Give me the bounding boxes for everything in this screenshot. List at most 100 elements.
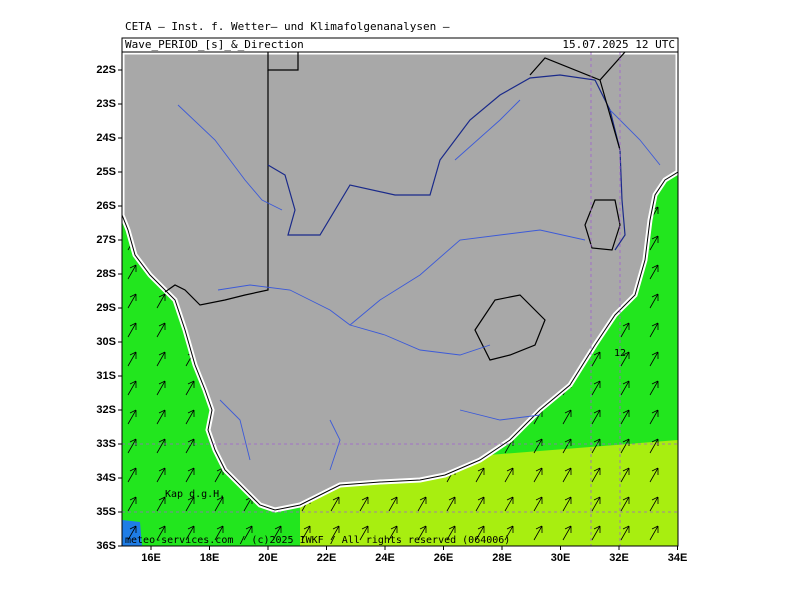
lon-label: 18E	[200, 552, 220, 564]
wave-arrow	[562, 467, 572, 483]
wave-arrow	[156, 409, 166, 425]
lat-label: 28S	[96, 268, 116, 280]
wave-arrow	[156, 467, 166, 483]
wave-arrow	[127, 496, 137, 512]
wave-arrow	[127, 409, 137, 425]
wave-arrow	[359, 496, 369, 512]
lat-label: 36S	[96, 540, 116, 552]
wave-arrow	[620, 380, 630, 396]
wave-arrow	[388, 525, 398, 541]
wave-arrow	[127, 351, 137, 367]
border	[267, 52, 299, 71]
wave-arrow	[649, 322, 659, 338]
wave-arrow	[127, 322, 137, 338]
wave-arrow	[272, 525, 282, 541]
wave-arrow	[185, 467, 195, 483]
wave-arrow	[533, 438, 543, 454]
wave-arrow	[127, 293, 137, 309]
wave-arrow	[591, 380, 601, 396]
wave-arrow	[156, 496, 166, 512]
wave-arrow	[214, 525, 224, 541]
lat-label: 22S	[96, 64, 116, 76]
lon-label: 24E	[375, 552, 395, 564]
footer: meteo-services.com / (c)2025 IWKF / All …	[125, 535, 510, 546]
wave-arrow	[649, 264, 659, 280]
wave-arrow	[156, 322, 166, 338]
wave-arrow	[620, 351, 630, 367]
wave-arrow	[562, 409, 572, 425]
lat-label: 33S	[96, 438, 116, 450]
wave-arrow	[127, 380, 137, 396]
coastline	[122, 52, 678, 511]
wave-arrow	[475, 525, 485, 541]
wave-arrow	[649, 380, 659, 396]
wave-arrow	[446, 496, 456, 512]
wave-arrow	[185, 496, 195, 512]
wave-arrow	[156, 438, 166, 454]
wave-arrow	[330, 525, 340, 541]
lon-label: 34E	[668, 552, 688, 564]
contour-label: 12	[614, 348, 626, 359]
wave-arrow	[620, 322, 630, 338]
lon-label: 20E	[258, 552, 278, 564]
valid-time: 15.07.2025 12 UTC	[562, 38, 675, 51]
lat-label: 35S	[96, 506, 116, 518]
river	[454, 99, 521, 161]
wave-arrow	[446, 525, 456, 541]
wave-arrow	[533, 496, 543, 512]
wave-arrow	[156, 525, 166, 541]
wave-arrow	[127, 467, 137, 483]
axes: 22S 23S 24S 25S 26S 27S 28S 29S 30S 31S 32S 33S 34S 3…	[96, 64, 687, 564]
wave-arrow	[620, 496, 630, 512]
river	[349, 324, 491, 356]
wave-arrow	[533, 525, 543, 541]
lat-label: 26S	[96, 200, 116, 212]
river	[217, 229, 586, 326]
wave-arrow	[301, 525, 311, 541]
wave-arrow	[504, 525, 514, 541]
border	[584, 199, 621, 251]
wave-arrow	[562, 525, 572, 541]
map-frame	[121, 51, 679, 547]
lat-label: 23S	[96, 98, 116, 110]
wave-arrow	[649, 467, 659, 483]
border	[529, 52, 626, 81]
product-title: Wave_PERIOD_[s]_&_Direction	[125, 38, 304, 51]
lon-label: 32E	[609, 552, 629, 564]
wave-arrow	[156, 380, 166, 396]
lon-label: 30E	[551, 552, 571, 564]
wave-arrow	[591, 496, 601, 512]
wave-arrow	[649, 525, 659, 541]
river	[219, 399, 251, 461]
wave-arrow	[504, 496, 514, 512]
border	[164, 70, 269, 306]
wave-arrow	[533, 467, 543, 483]
lat-label: 30S	[96, 336, 116, 348]
wave-arrow	[620, 467, 630, 483]
wave-arrow	[156, 293, 166, 309]
wave-arrow	[649, 351, 659, 367]
wave-arrow	[127, 525, 137, 541]
wave-arrow	[214, 496, 224, 512]
wave-arrow	[562, 438, 572, 454]
lat-label: 31S	[96, 370, 116, 382]
wave-arrow	[417, 525, 427, 541]
wave-arrow	[156, 351, 166, 367]
wave-arrow	[591, 467, 601, 483]
wave-arrow	[127, 264, 137, 280]
wave-arrow	[475, 496, 485, 512]
lat-label: 29S	[96, 302, 116, 314]
wave-arrow	[620, 438, 630, 454]
lat-label: 34S	[96, 472, 116, 484]
lat-label: 32S	[96, 404, 116, 416]
wave-arrow	[185, 409, 195, 425]
wave-arrow	[127, 438, 137, 454]
wave-arrow	[185, 525, 195, 541]
lat-label: 27S	[96, 234, 116, 246]
wave-arrow	[649, 235, 659, 251]
wave-arrow	[185, 380, 195, 396]
wave-arrow	[330, 496, 340, 512]
lon-label: 28E	[492, 552, 512, 564]
lon-label: 16E	[141, 552, 161, 564]
border	[474, 294, 546, 361]
